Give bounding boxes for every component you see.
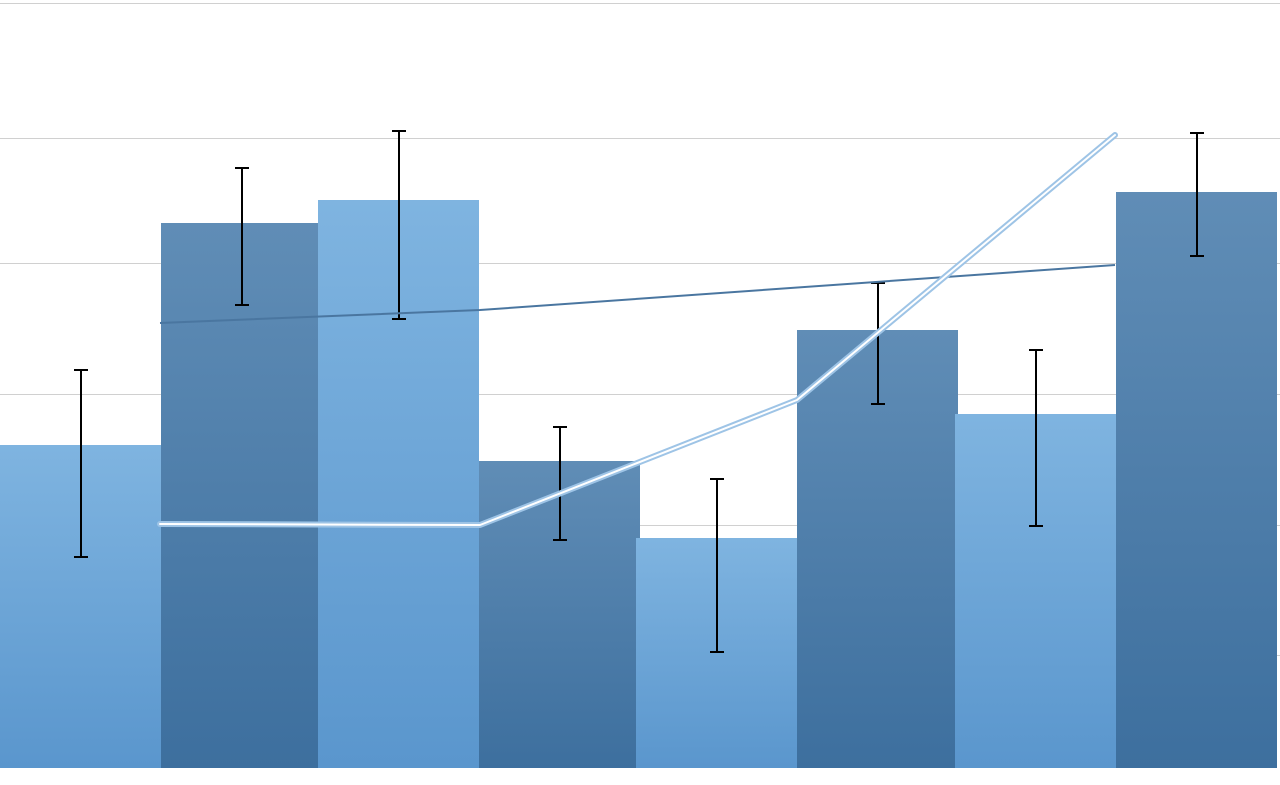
bar-back [479,461,640,768]
bar-front [0,445,161,768]
bar-front [318,200,479,768]
bars-area [0,0,1280,785]
bar-back [161,223,322,768]
bar-back [797,330,958,768]
chart-container [0,0,1280,785]
bar-back [1116,192,1277,768]
bar-front [955,414,1116,768]
bar-front [636,538,797,768]
